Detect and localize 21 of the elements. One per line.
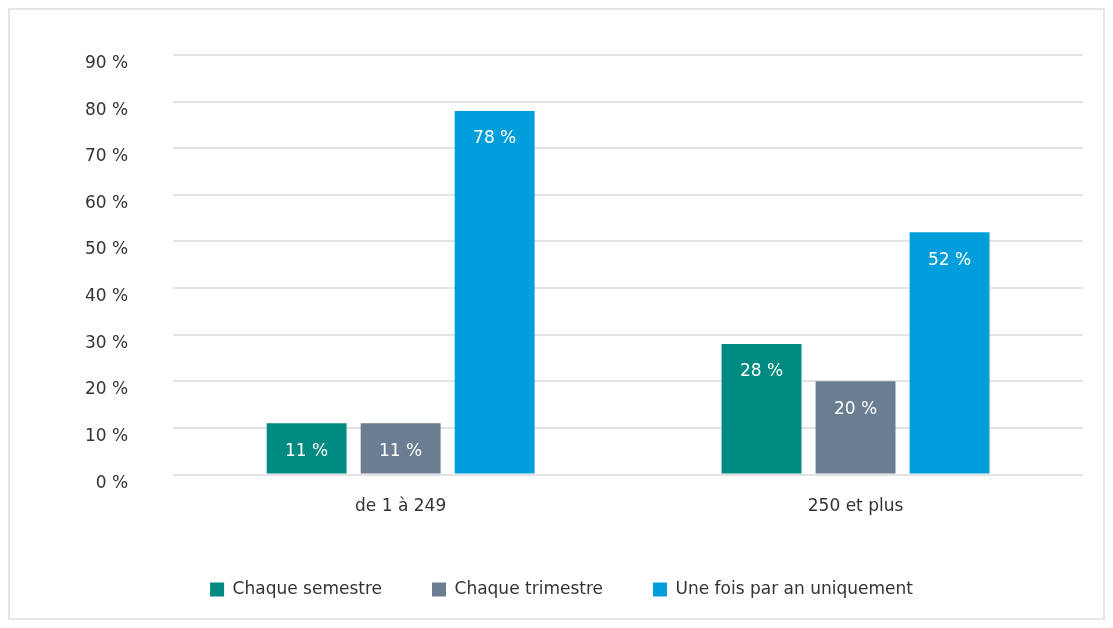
data-label: 28 % bbox=[739, 360, 784, 381]
y-tick-label: 10 % bbox=[84, 424, 129, 445]
legend-label: Une fois par an uniquement bbox=[675, 577, 914, 598]
y-tick-label: 20 % bbox=[84, 378, 129, 399]
x-tick-label: 250 et plus bbox=[807, 495, 904, 516]
y-tick-label: 30 % bbox=[84, 331, 129, 352]
y-tick-label: 90 % bbox=[84, 51, 129, 72]
data-label: 11 % bbox=[379, 439, 423, 460]
y-tick-label: 60 % bbox=[84, 191, 129, 212]
data-label: 20 % bbox=[833, 397, 878, 418]
data-label: 11 % bbox=[285, 439, 329, 460]
data-label: 52 % bbox=[927, 248, 972, 269]
x-tick-label: de 1 à 249 bbox=[355, 495, 447, 516]
legend-label: Chaque trimestre bbox=[454, 577, 603, 598]
y-tick-label: 40 % bbox=[84, 285, 129, 306]
y-tick-label: 80 % bbox=[84, 98, 129, 119]
legend-label: Chaque semestre bbox=[232, 577, 383, 598]
y-tick-label: 70 % bbox=[84, 145, 129, 166]
y-tick-label: 50 % bbox=[84, 238, 129, 259]
data-label: 78 % bbox=[473, 127, 517, 148]
y-tick-label: 0 % bbox=[95, 471, 129, 492]
